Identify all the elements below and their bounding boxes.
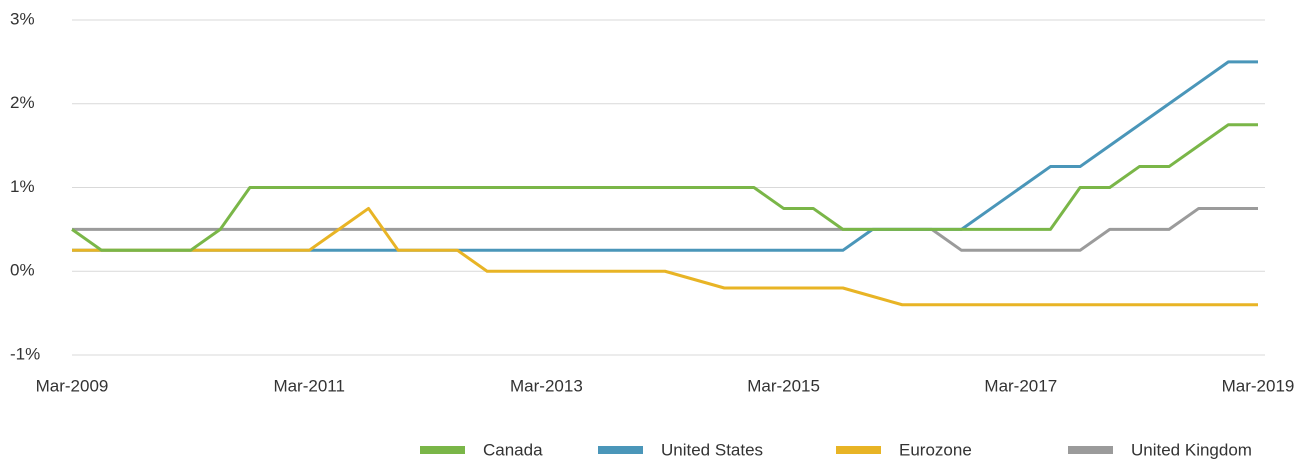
legend-swatch [420, 446, 465, 454]
y-tick-label: 3% [10, 9, 35, 28]
y-tick-label: 1% [10, 177, 35, 196]
y-tick-label: 2% [10, 93, 35, 112]
legend-swatch [1068, 446, 1113, 454]
x-tick-label: Mar-2015 [747, 376, 820, 395]
y-tick-label: 0% [10, 261, 35, 280]
legend-label: United Kingdom [1131, 440, 1252, 459]
x-tick-label: Mar-2017 [984, 376, 1057, 395]
legend-label: Eurozone [899, 440, 972, 459]
series-line [72, 60, 1258, 252]
legend-swatch [598, 446, 643, 454]
legend-label: United States [661, 440, 763, 459]
x-tick-label: Mar-2009 [36, 376, 109, 395]
x-tick-label: Mar-2013 [510, 376, 583, 395]
legend-swatch [836, 446, 881, 454]
series-line [71, 123, 1258, 252]
x-tick-label: Mar-2019 [1222, 376, 1295, 395]
x-tick-label: Mar-2011 [273, 376, 345, 395]
legend-label: Canada [483, 440, 543, 459]
series-line [72, 206, 1258, 252]
y-tick-label: -1% [10, 344, 40, 363]
series-line [72, 206, 1258, 307]
